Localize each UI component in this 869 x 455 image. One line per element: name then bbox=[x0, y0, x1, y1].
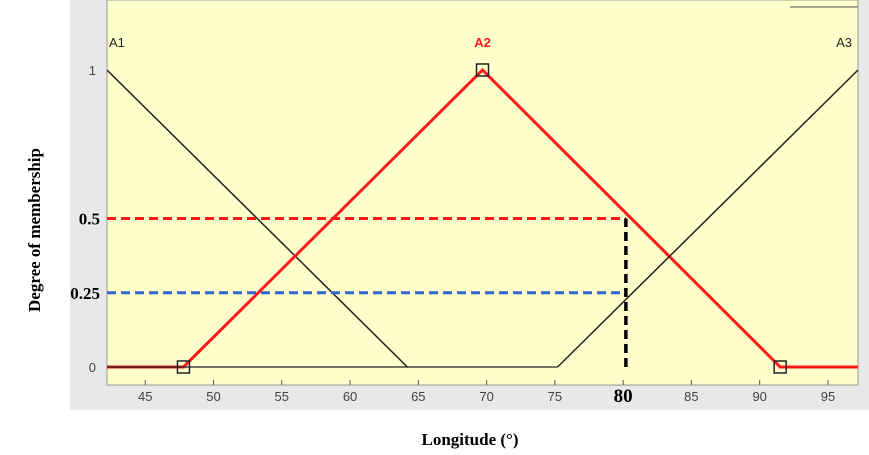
y-tick-label-0: 0 bbox=[89, 360, 96, 375]
series-line-a1 bbox=[106, 69, 408, 368]
x-axis-ticks: 45 50 55 60 65 70 75 80 85 90 95 bbox=[138, 380, 835, 407]
y-tick-label-1: 1 bbox=[89, 63, 96, 78]
marker-layer bbox=[176, 63, 787, 374]
x-tick-label-75: 75 bbox=[548, 389, 562, 404]
vertex-marker bbox=[176, 360, 191, 374]
series-label-a1: A1 bbox=[109, 35, 125, 50]
series-line-a3 bbox=[557, 69, 859, 368]
x-tick-label-45: 45 bbox=[138, 389, 152, 404]
y-annotation-label-0-5: 0.5 bbox=[79, 210, 100, 229]
x-axis-label: Longitude (°) bbox=[421, 430, 518, 449]
x-tick-label-60: 60 bbox=[343, 389, 357, 404]
series-label-a3: A3 bbox=[836, 35, 852, 50]
x-tick-label-50: 50 bbox=[206, 389, 220, 404]
x-tick-label-85: 85 bbox=[684, 389, 698, 404]
vertex-marker bbox=[773, 360, 787, 374]
x-tick-label-70: 70 bbox=[479, 389, 493, 404]
series-label-layer: A1 A2 A3 bbox=[109, 35, 852, 50]
series-layer bbox=[106, 67, 859, 369]
x-tick-label-80: 80 bbox=[614, 386, 633, 407]
x-tick-label-55: 55 bbox=[275, 389, 289, 404]
annotation-layer bbox=[107, 217, 628, 367]
y-annotation-label-0-25: 0.25 bbox=[70, 284, 100, 303]
y-axis-label: Degree of membership bbox=[25, 148, 44, 312]
x-tick-label-90: 90 bbox=[752, 389, 766, 404]
plot-area bbox=[106, 0, 859, 386]
vertex-marker bbox=[475, 63, 490, 77]
x-tick-label-65: 65 bbox=[411, 389, 425, 404]
x-tick-label-95: 95 bbox=[821, 389, 835, 404]
y-axis-ticks: 0 1 0.5 0.25 bbox=[70, 63, 100, 375]
series-label-a2: A2 bbox=[474, 35, 491, 50]
